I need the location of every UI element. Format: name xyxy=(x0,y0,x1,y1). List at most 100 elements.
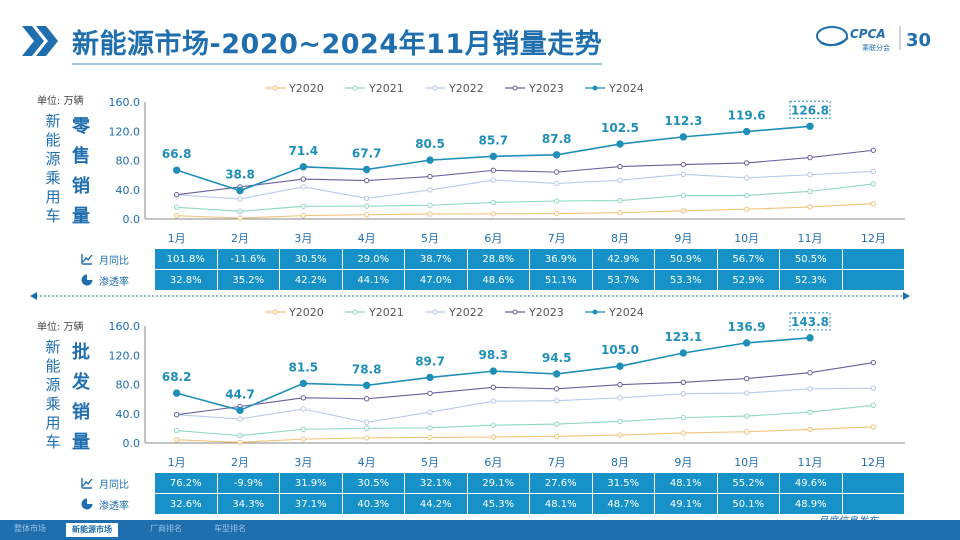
y-tick-label: 80.0 xyxy=(116,379,141,392)
cpca-logo-icon: CPCA 乘联分会 30 xyxy=(816,26,931,52)
x-tick-label: 12月 xyxy=(861,232,886,245)
data-point xyxy=(553,198,560,204)
yoy-cell: 27.6% xyxy=(530,473,593,493)
data-point xyxy=(680,192,687,199)
footer-tab-maker[interactable]: 厂商排名 xyxy=(150,524,182,533)
vertical-label-wholesale: 新能源乘用车 xyxy=(45,338,61,451)
data-point xyxy=(490,422,497,428)
yoy-cell: -11.6% xyxy=(217,249,280,269)
series-label-retail: 零售销量 xyxy=(72,116,90,227)
pen-cell: 49.1% xyxy=(655,494,718,514)
yoy-cell: 31.5% xyxy=(592,473,655,493)
data-point xyxy=(680,171,687,178)
series-line xyxy=(176,426,874,443)
yoy-cell: 31.9% xyxy=(280,473,343,493)
pie-icon xyxy=(81,274,93,286)
data-point xyxy=(617,432,623,438)
data-point xyxy=(807,409,813,415)
data-point xyxy=(617,210,623,216)
data-point xyxy=(679,349,688,357)
data-point xyxy=(489,152,498,161)
footer-tab-overall[interactable]: 整体市场 xyxy=(14,524,46,533)
data-point xyxy=(427,409,433,415)
data-point xyxy=(870,168,877,175)
data-point xyxy=(807,370,813,376)
data-point xyxy=(363,195,370,202)
data-point xyxy=(680,379,687,386)
data-point xyxy=(490,211,497,217)
data-point xyxy=(807,154,813,161)
pen-cell: 37.1% xyxy=(280,494,343,514)
data-point xyxy=(490,177,497,183)
data-point xyxy=(237,439,243,445)
data-point xyxy=(679,133,688,141)
data-point xyxy=(617,163,623,170)
wholesale-chart: 0.0 40.0 80.0 120.0 160.0 1月 2月 3月 4月 5月 6月 7月 8月 9月 1… xyxy=(109,306,905,469)
data-point xyxy=(807,172,813,178)
data-point xyxy=(427,425,433,431)
pen-cell: 52.3% xyxy=(780,270,843,290)
x-tick-label: 8月 xyxy=(611,456,629,469)
footer-tab-model[interactable]: 车型排名 xyxy=(214,524,246,533)
data-label: 89.7 xyxy=(415,354,445,368)
pen-cell: 32.6% xyxy=(155,494,218,514)
data-point xyxy=(870,424,877,430)
data-point xyxy=(870,385,877,391)
data-label: 85.7 xyxy=(479,133,509,147)
data-point xyxy=(363,419,370,426)
pen-cell: 34.3% xyxy=(217,494,280,514)
data-label: 123.1 xyxy=(664,330,702,344)
yoy-cell: 32.1% xyxy=(405,473,468,493)
pen-cell xyxy=(842,494,905,514)
data-point xyxy=(426,373,434,382)
legend-marker xyxy=(272,309,278,315)
pen-cell: 35.2% xyxy=(217,270,280,290)
data-point xyxy=(870,181,877,187)
data-label: 66.8 xyxy=(162,147,192,161)
yoy-cell: 29.1% xyxy=(467,473,530,493)
yoy-cell: 30.5% xyxy=(342,473,405,493)
publish-label: 月度信息发布 xyxy=(818,516,878,527)
data-point xyxy=(236,186,244,195)
series-line xyxy=(176,170,874,200)
unit-label-wholesale: 单位: 万辆 xyxy=(37,322,84,333)
legend-entry: Y2021 xyxy=(368,82,404,95)
data-label: 67.7 xyxy=(352,146,382,160)
chevron-right-icon xyxy=(22,26,58,56)
x-tick-label: 7月 xyxy=(548,232,566,245)
data-point xyxy=(743,429,750,435)
y-tick-label: 160.0 xyxy=(109,96,141,109)
y-tick-label: 160.0 xyxy=(109,320,141,333)
data-point xyxy=(807,188,813,195)
data-label: 38.8 xyxy=(225,168,255,182)
pen-cell: 44.2% xyxy=(405,494,468,514)
footer-tab-nev[interactable]: 新能源市场 xyxy=(66,523,118,537)
legend-marker xyxy=(512,85,518,91)
data-point xyxy=(300,426,307,432)
x-tick-label: 6月 xyxy=(484,232,502,245)
data-point xyxy=(553,397,560,404)
data-point xyxy=(237,416,243,422)
retail-chart: 0.0 40.0 80.0 120.0 160.0 1月 2月 3月 4月 5月 6月 7月 8月 9月 1… xyxy=(109,82,905,245)
series-line xyxy=(176,149,874,196)
legend-entry: Y2020 xyxy=(288,82,324,95)
yoy-row-retail: 月同比 101.8% -11.6% 30.5% 29.0% 38.7% 28.8% 36.9… xyxy=(75,249,905,269)
yoy-cell: -9.9% xyxy=(217,473,280,493)
data-point xyxy=(870,359,877,366)
data-point xyxy=(300,176,307,182)
data-point xyxy=(489,367,498,375)
legend-marker xyxy=(352,309,358,315)
y-tick-label: 40.0 xyxy=(116,184,141,197)
yoy-cell: 55.2% xyxy=(717,473,780,493)
data-point xyxy=(236,406,244,415)
data-label: 119.6 xyxy=(728,109,766,123)
x-tick-label: 2月 xyxy=(231,456,249,469)
data-point xyxy=(553,433,560,439)
data-point xyxy=(617,197,623,204)
legend-entry: Y2022 xyxy=(448,306,484,319)
data-point xyxy=(362,165,371,174)
data-point xyxy=(363,396,370,402)
x-tick-label: 6月 xyxy=(484,456,502,469)
pen-cell: 53.3% xyxy=(655,270,718,290)
pen-cell: 52.9% xyxy=(717,270,780,290)
